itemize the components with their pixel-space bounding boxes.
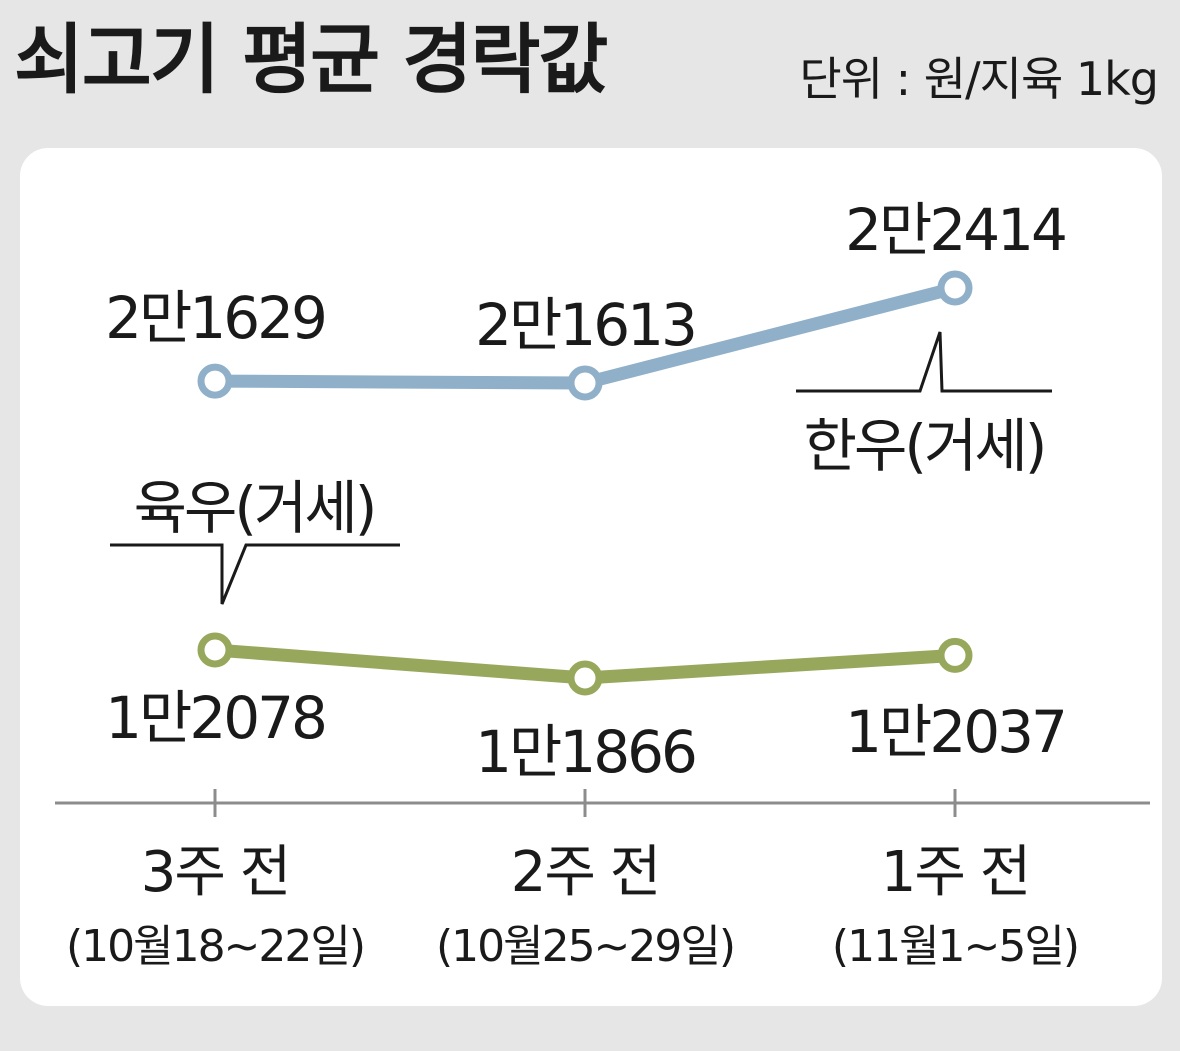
data-label: 2만1613 [475,291,695,359]
x-tick-label: 3주 전 [141,840,289,905]
x-tick-label: 1주 전 [881,840,1029,905]
data-point-marker [567,660,603,696]
data-label: 2만1629 [105,284,325,352]
data-point-marker [937,270,973,306]
x-tick-sublabel: (10월18~22일) [66,921,364,972]
series-name-label: 육우(거세) [134,474,375,542]
chart-title: 쇠고기 평균 경락값 [14,15,608,104]
series-callout-pointer [110,543,400,605]
series-callout-pointer [796,331,1052,393]
x-tick-sublabel: (10월25~29일) [436,921,734,972]
x-tick-sublabel: (11월1~5일) [832,921,1078,972]
data-point-marker [937,637,973,673]
data-point-marker [197,632,233,668]
data-label: 1만1866 [475,718,695,786]
unit-label: 단위 : 원/지육 1kg [799,52,1159,106]
data-point-marker [197,363,233,399]
data-label: 1만2037 [845,698,1065,766]
x-tick-label: 2주 전 [511,840,659,905]
series-name-label: 한우(거세) [804,412,1045,480]
data-label: 1만2078 [105,684,325,752]
data-point-marker [567,365,603,401]
data-label: 2만2414 [845,196,1065,264]
